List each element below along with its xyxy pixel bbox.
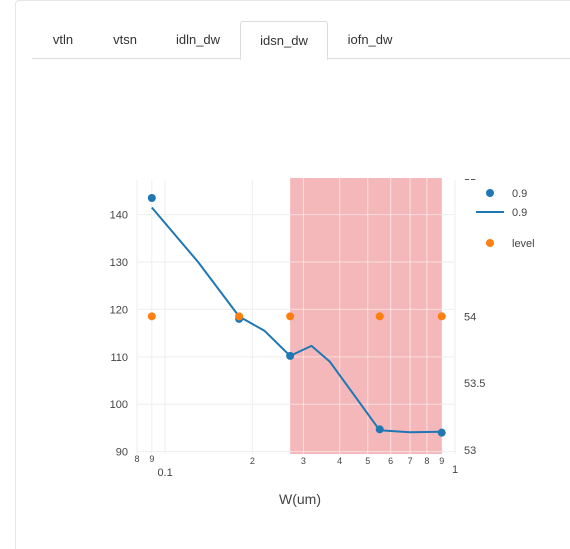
y-left-tick-label: 100 [110,399,128,411]
x-tick-label: 7 [408,456,413,466]
x-tick-label: 9 [149,454,154,464]
x-tick-label: 0.1 [157,467,172,479]
data-point [437,428,446,437]
y-right-tick-label: 54 [464,311,476,323]
tab-vtsn[interactable]: vtsn [113,32,137,47]
y-right-tick-label: 53 [464,445,476,457]
legend-label: level [512,238,535,250]
x-tick-label: 4 [337,456,342,466]
shaded-region [290,178,442,454]
y-left-tick-label: 110 [110,352,128,364]
x-tick-label: 3 [301,456,306,466]
level-marker [375,312,384,321]
panel-frame [15,0,570,549]
y-left-tick-label: 90 [116,447,128,459]
series-layer [147,194,446,437]
grid-over-shade [290,178,442,454]
level-marker [147,312,156,321]
y-axis-left: 90 100 110 120 130 140 [110,210,128,459]
legend-label: 0.9 [512,207,527,219]
x-tick-label: 9 [439,456,444,466]
legend-background [460,180,570,280]
x-tick-label: 1 [452,464,458,476]
y-right-tick-label: 53.5 [464,378,485,390]
data-point [147,194,156,203]
tab-iofn-dw[interactable]: iofn_dw [347,32,393,47]
x-tick-label: 8 [424,456,429,466]
legend[interactable]: 0.9 0.9 level [460,180,570,280]
tab-idln-dw[interactable]: idln_dw [175,32,221,47]
y-left-tick-label: 120 [110,304,128,316]
x-tick-label: 5 [365,456,370,466]
y-left-tick-label: 130 [110,257,128,269]
x-axis: 8 90.12 3 4 5 6 7 8 91 [134,454,458,479]
x-tick-label: 6 [388,456,393,466]
legend-label: 0.9 [512,188,527,200]
y-left-tick-label: 140 [110,210,128,222]
legend-marker [486,239,494,247]
tab-bar: vtln vtsn idln_dw idsn_dw iofn_dw [32,21,570,60]
series-line [151,206,442,434]
x-axis-title: W(um) [279,491,321,507]
data-point [375,425,384,434]
level-marker [437,312,446,321]
data-point [286,351,295,360]
level-marker [286,312,295,321]
level-marker [235,312,244,321]
tab-idsn-dw[interactable]: idsn_dw [240,21,328,60]
x-tick-label: 2 [250,456,255,466]
legend-marker [486,189,494,197]
tab-vtln[interactable]: vtln [52,32,74,47]
x-tick-label: 8 [134,454,139,464]
